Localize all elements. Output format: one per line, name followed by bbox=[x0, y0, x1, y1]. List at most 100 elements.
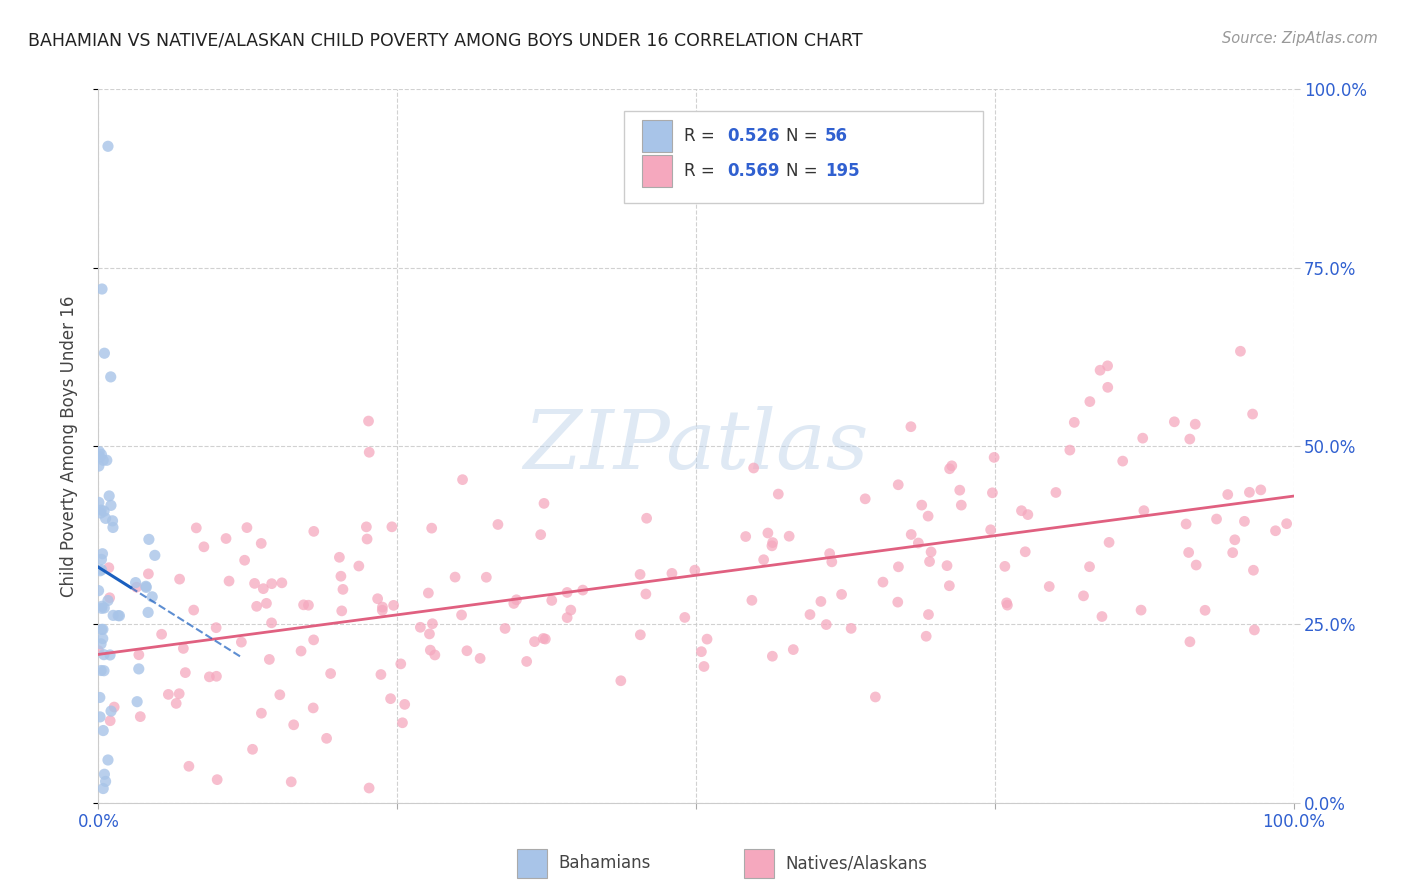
Point bbox=[887, 477, 910, 491]
Text: BAHAMIAN VS NATIVE/ALASKAN CHILD POVERTY AMONG BOYS UNDER 16 CORRELATION CHART: BAHAMIAN VS NATIVE/ALASKAN CHILD POVERTY… bbox=[28, 31, 863, 49]
Point bbox=[96, 453, 118, 467]
Point bbox=[93, 767, 115, 781]
Point bbox=[90, 503, 112, 517]
Point bbox=[371, 600, 394, 615]
Point bbox=[138, 566, 160, 581]
Point bbox=[91, 453, 114, 467]
Point bbox=[741, 593, 763, 607]
Point bbox=[418, 586, 440, 600]
Bar bbox=[624, 111, 983, 203]
Point bbox=[169, 572, 191, 586]
Point bbox=[1014, 545, 1036, 559]
Point bbox=[89, 564, 111, 578]
Point bbox=[297, 598, 319, 612]
Point bbox=[260, 576, 283, 591]
Point bbox=[693, 659, 716, 673]
Point bbox=[1133, 503, 1156, 517]
Point bbox=[1241, 563, 1264, 577]
Point bbox=[950, 498, 973, 512]
Point bbox=[821, 555, 844, 569]
Point bbox=[90, 506, 112, 520]
Point bbox=[917, 509, 939, 524]
Text: 0.526: 0.526 bbox=[727, 127, 779, 145]
Point bbox=[1264, 524, 1286, 538]
Point bbox=[91, 599, 114, 614]
Point bbox=[129, 709, 152, 723]
Text: Bahamians: Bahamians bbox=[558, 855, 651, 872]
Point bbox=[1088, 363, 1111, 377]
Point bbox=[380, 691, 402, 706]
Point bbox=[1059, 443, 1081, 458]
Point bbox=[1097, 380, 1119, 394]
Point bbox=[941, 458, 963, 473]
Point bbox=[270, 575, 292, 590]
Point bbox=[872, 575, 894, 590]
Point bbox=[94, 774, 117, 789]
Point bbox=[381, 520, 404, 534]
Point bbox=[1239, 485, 1261, 500]
Point bbox=[218, 574, 240, 588]
Point bbox=[920, 545, 942, 559]
Point bbox=[918, 555, 941, 569]
Point bbox=[236, 520, 259, 534]
Point bbox=[742, 461, 765, 475]
Point bbox=[93, 346, 115, 360]
Point bbox=[1177, 545, 1199, 559]
Point bbox=[1097, 359, 1119, 373]
Point bbox=[1185, 558, 1208, 572]
Text: Natives/Alaskans: Natives/Alaskans bbox=[786, 855, 928, 872]
Point bbox=[101, 514, 124, 528]
Point bbox=[330, 604, 353, 618]
Text: Source: ZipAtlas.com: Source: ZipAtlas.com bbox=[1222, 31, 1378, 46]
Point bbox=[125, 580, 148, 594]
Point bbox=[93, 504, 115, 518]
Point bbox=[100, 370, 122, 384]
Point bbox=[391, 715, 413, 730]
Point bbox=[1045, 485, 1067, 500]
Point bbox=[994, 559, 1017, 574]
Point bbox=[100, 704, 122, 718]
Point bbox=[94, 511, 117, 525]
Text: ZIPatlas: ZIPatlas bbox=[523, 406, 869, 486]
Point bbox=[782, 642, 804, 657]
Point bbox=[205, 772, 228, 787]
Point bbox=[502, 596, 524, 610]
Point bbox=[89, 710, 111, 724]
Point bbox=[256, 596, 278, 610]
Point bbox=[107, 608, 129, 623]
Point bbox=[269, 688, 291, 702]
Point bbox=[98, 648, 121, 662]
Point bbox=[673, 610, 696, 624]
Point bbox=[259, 652, 281, 666]
Point bbox=[1275, 516, 1298, 531]
Point bbox=[523, 634, 546, 648]
Point bbox=[475, 570, 498, 584]
Point bbox=[205, 621, 228, 635]
Point bbox=[533, 496, 555, 510]
Point bbox=[799, 607, 821, 622]
Point bbox=[101, 520, 124, 534]
Point bbox=[141, 590, 163, 604]
Text: N =: N = bbox=[786, 127, 823, 145]
Point bbox=[468, 651, 491, 665]
Point bbox=[250, 706, 273, 721]
Point bbox=[1063, 416, 1085, 430]
Point bbox=[292, 598, 315, 612]
Point bbox=[444, 570, 467, 584]
Point bbox=[198, 670, 221, 684]
Text: 0.569: 0.569 bbox=[727, 162, 779, 180]
Point bbox=[494, 622, 516, 636]
Point bbox=[91, 632, 114, 646]
Point bbox=[97, 753, 120, 767]
Point bbox=[315, 731, 337, 746]
Point bbox=[696, 632, 718, 647]
Point bbox=[367, 591, 389, 606]
Point bbox=[242, 742, 264, 756]
Point bbox=[357, 414, 380, 428]
Point bbox=[93, 601, 115, 615]
Point bbox=[938, 579, 960, 593]
Point bbox=[371, 603, 394, 617]
Point bbox=[283, 718, 305, 732]
Point bbox=[370, 667, 392, 681]
Point bbox=[810, 594, 832, 608]
